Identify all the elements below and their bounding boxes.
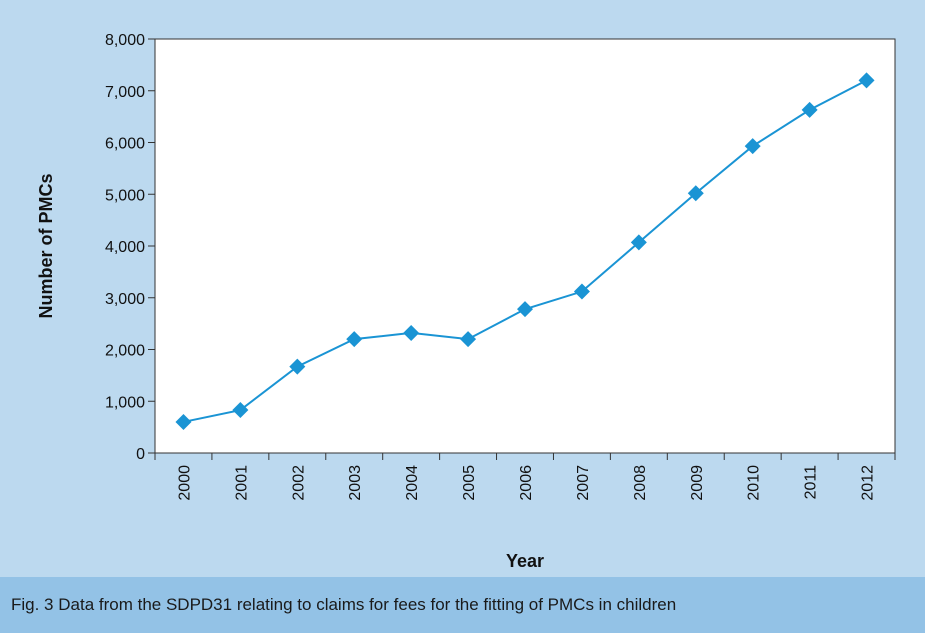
- x-axis: 2000 2001 2002 2003 2004 2005 2006 2007 2008 2009…: [154, 453, 896, 501]
- x-tick-label: 2011: [803, 465, 820, 500]
- data-point: [175, 413, 192, 430]
- x-tick-label: 2007: [575, 465, 592, 501]
- x-tick-label: 2010: [746, 465, 763, 501]
- plot-panel: 0 1,000 2,000 3,000 4,000 5,000 6,000 7,000 8,00…: [36, 32, 896, 571]
- y-tick-label: 4,000: [105, 239, 145, 256]
- y-axis-title: Number of PMCs: [36, 173, 56, 318]
- data-point: [517, 301, 533, 318]
- x-tick-label: 2001: [233, 465, 250, 501]
- caption-bar: Fig. 3 Data from the SDPD31 relating to …: [0, 577, 925, 633]
- x-tick-label: 2005: [461, 465, 478, 501]
- data-point: [232, 402, 249, 419]
- x-axis-title: Year: [506, 551, 544, 571]
- data-point: [744, 138, 761, 155]
- x-tick-label: 2006: [518, 465, 535, 501]
- x-tick-label: 2012: [860, 465, 877, 501]
- plot-area: [154, 38, 896, 454]
- series-layer: [175, 72, 875, 430]
- data-point: [573, 283, 590, 300]
- data-point: [289, 358, 306, 375]
- y-tick-label: 6,000: [105, 136, 145, 153]
- data-point: [346, 331, 363, 348]
- data-point: [801, 101, 818, 118]
- x-tick-label: 2000: [176, 465, 193, 501]
- data-point: [687, 185, 704, 202]
- y-tick-label: 2,000: [105, 343, 145, 360]
- y-tick-label: 1,000: [105, 394, 145, 411]
- data-point: [858, 72, 875, 89]
- figure-caption: Fig. 3 Data from the SDPD31 relating to …: [11, 595, 677, 614]
- y-tick-label: 3,000: [105, 291, 145, 308]
- data-point: [403, 324, 420, 341]
- x-tick-label: 2004: [404, 465, 421, 501]
- x-tick-label: 2009: [689, 465, 706, 501]
- y-tick-label: 5,000: [105, 187, 145, 204]
- y-tick-label: 0: [136, 446, 145, 463]
- line-chart: 0 1,000 2,000 3,000 4,000 5,000 6,000 7,000 8,00…: [36, 32, 896, 571]
- y-tick-label: 8,000: [105, 32, 145, 49]
- x-tick-label: 2002: [290, 465, 307, 501]
- data-point: [630, 234, 647, 251]
- x-tick-label: 2008: [632, 465, 649, 501]
- y-axis: 0 1,000 2,000 3,000 4,000 5,000 6,000 7,000 8,00…: [105, 32, 155, 463]
- x-tick-label: 2003: [347, 465, 364, 501]
- data-point: [460, 331, 477, 348]
- y-tick-label: 7,000: [105, 84, 145, 101]
